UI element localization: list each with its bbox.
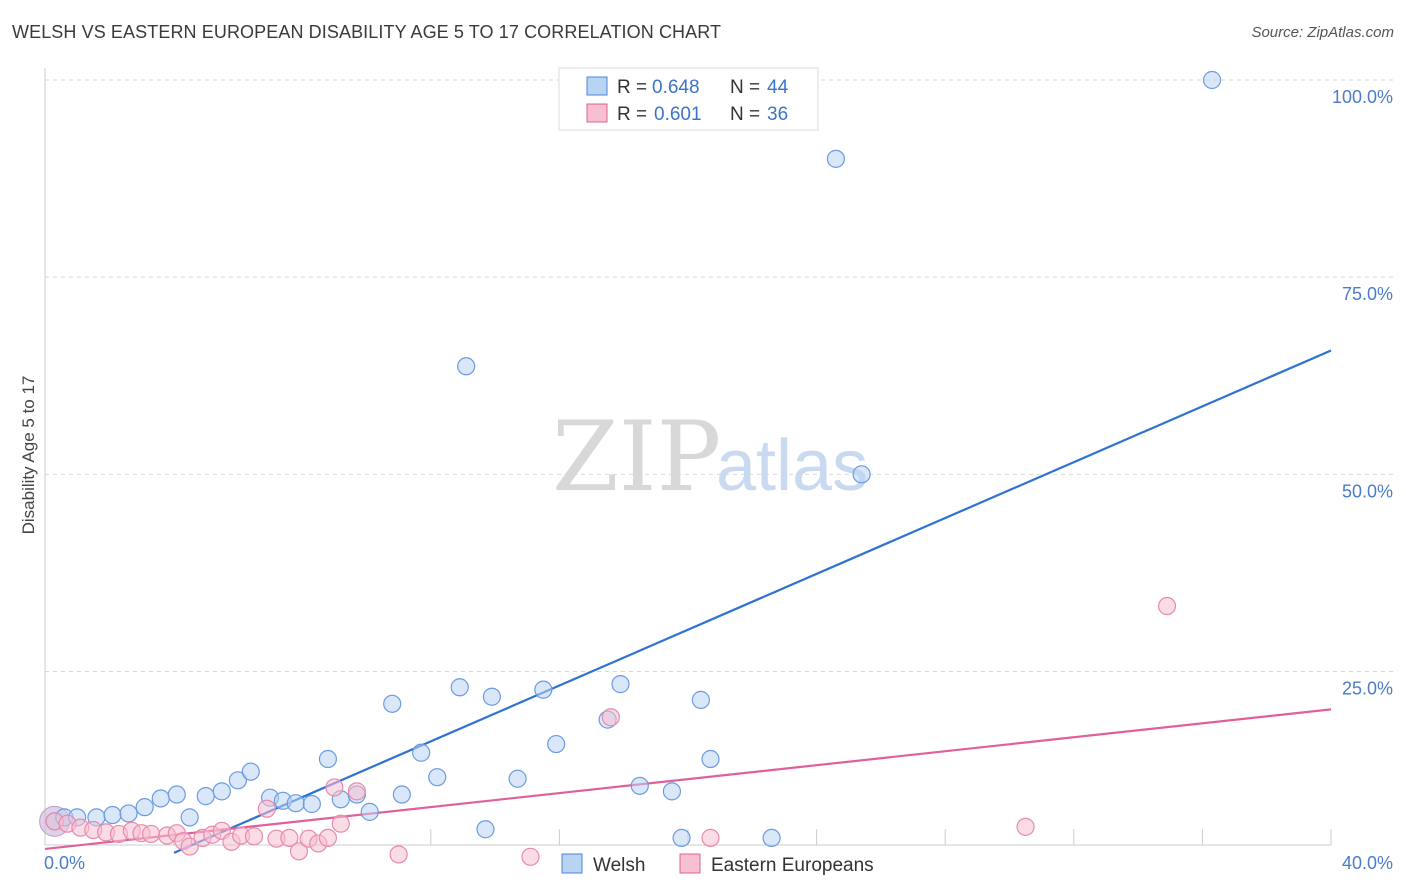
bottom-legend-swatch-welsh <box>561 853 583 874</box>
y-axis-label: Disability Age 5 to 17 <box>19 376 38 535</box>
legend-n-label-welsh: N = <box>730 77 760 98</box>
welsh-point <box>547 734 566 754</box>
eastern-point <box>280 828 299 848</box>
trendlines <box>44 349 1332 854</box>
trendline-welsh <box>173 349 1332 854</box>
welsh-point <box>450 678 469 697</box>
bottom-legend-label-welsh: Welsh <box>593 855 645 876</box>
welsh-point <box>412 743 431 762</box>
eastern-point <box>601 708 620 727</box>
x-tick-label: 0.0% <box>44 853 85 873</box>
welsh-point <box>167 785 186 804</box>
welsh-point <box>852 465 871 484</box>
welsh-point <box>119 804 138 823</box>
welsh-point <box>691 690 710 709</box>
welsh-point <box>482 687 501 706</box>
eastern-point <box>521 847 540 866</box>
welsh-point <box>383 694 402 713</box>
eastern-point <box>325 778 344 797</box>
legend-r-value-welsh: 0.648 <box>652 77 700 98</box>
welsh-point <box>534 680 553 699</box>
y-tick-label: 100.0% <box>1332 87 1393 107</box>
eastern-point <box>318 828 338 848</box>
welsh-point <box>151 789 170 808</box>
legend-swatch-eastern <box>586 103 608 123</box>
welsh-point <box>318 749 338 769</box>
legend-n-value-welsh: 44 <box>767 77 789 98</box>
welsh-point <box>611 675 630 694</box>
welsh-point <box>212 782 231 801</box>
welsh-point <box>180 808 199 827</box>
welsh-point <box>762 828 781 848</box>
top-legend: R = 0.648 N = 44 R = 0.601 N = 36 <box>558 67 819 131</box>
bottom-legend-label-eastern: Eastern Europeans <box>711 855 874 876</box>
legend-r-value-eastern: 0.601 <box>654 104 702 125</box>
y-tick-label: 25.0% <box>1342 678 1393 698</box>
eastern-point <box>289 842 309 861</box>
trendline-eastern <box>44 708 1332 851</box>
legend-swatch-welsh <box>586 76 608 96</box>
welsh-point <box>672 828 691 848</box>
welsh-point <box>1202 70 1222 90</box>
eastern-point <box>347 782 366 801</box>
welsh-point <box>228 771 247 790</box>
welsh-point <box>241 762 260 781</box>
eastern-point <box>331 814 350 833</box>
legend-n-value-eastern: 36 <box>767 104 788 125</box>
y-tick-label: 75.0% <box>1342 284 1393 304</box>
eastern-point <box>389 845 408 864</box>
eastern-point <box>244 827 264 846</box>
bottom-legend: Welsh Eastern Europeans <box>561 853 874 876</box>
eastern-point <box>180 837 199 856</box>
welsh-point <box>476 820 495 839</box>
x-tick-label: 40.0% <box>1342 853 1393 873</box>
welsh-point <box>428 768 447 787</box>
welsh-point <box>196 787 215 806</box>
watermark-atlas: atlas <box>716 426 868 506</box>
watermark: ZIP atlas <box>552 401 868 513</box>
y-tick-labels: 25.0% 50.0% 75.0% 100.0% <box>1332 87 1393 698</box>
watermark-zip: ZIP <box>552 401 721 513</box>
welsh-point <box>630 776 649 795</box>
legend-n-label-eastern: N = <box>730 104 760 125</box>
welsh-point <box>302 794 321 814</box>
welsh-point <box>662 782 682 801</box>
chart-title: WELSH VS EASTERN EUROPEAN DISABILITY AGE… <box>12 22 722 42</box>
bottom-legend-swatch-eastern <box>679 853 701 874</box>
welsh-point <box>103 805 122 825</box>
eastern-point <box>1157 596 1177 616</box>
y-tick-label: 50.0% <box>1342 481 1393 501</box>
eastern-point <box>257 799 276 818</box>
axis-layer <box>44 68 1332 846</box>
eastern-point <box>701 828 720 848</box>
legend-r-label-eastern: R = <box>617 104 647 125</box>
welsh-point <box>360 802 379 821</box>
eastern-point <box>141 824 161 844</box>
eastern-point <box>1016 817 1035 836</box>
welsh-point <box>508 769 527 788</box>
welsh-point <box>286 794 305 813</box>
welsh-point <box>701 749 720 769</box>
chart-source: Source: ZipAtlas.com <box>1251 24 1394 41</box>
welsh-point <box>392 785 411 804</box>
welsh-point <box>826 149 845 168</box>
legend-r-label-welsh: R = <box>617 77 647 98</box>
grid-layer <box>45 79 1393 672</box>
x-tick-labels: 0.0% 40.0% <box>44 853 1393 873</box>
welsh-point <box>135 798 154 817</box>
data-points <box>39 70 1222 866</box>
welsh-point <box>457 357 476 376</box>
